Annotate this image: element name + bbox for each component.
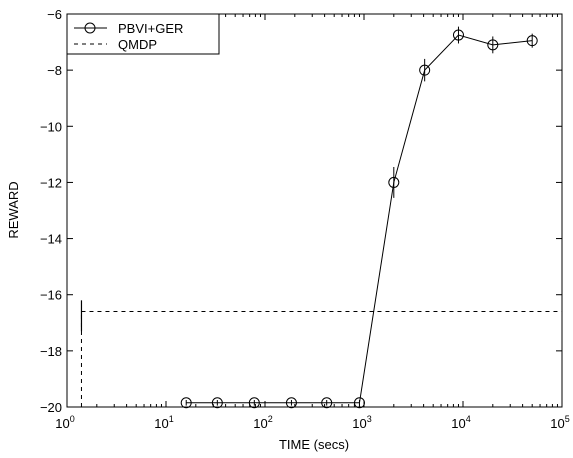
x-axis-ticks: 100 101 102 103 104 105 [55,14,570,431]
y-tick-label: −6 [47,7,62,22]
y-tick-label: −20 [40,400,62,415]
x-tick-label: 100 [55,414,74,431]
pbvi-ger-point [452,29,464,41]
pbvi-ger-point [487,39,499,51]
pbvi-ger-point [180,397,192,409]
x-tick-label: 104 [451,414,470,431]
pbvi-ger-point [353,397,365,409]
pbvi-ger-point [526,35,538,47]
x-axis-label: TIME (secs) [279,437,349,452]
legend-box [66,13,220,55]
y-axis-label: REWARD [6,181,21,238]
pbvi-ger-point [285,397,297,409]
x-tick-label: 103 [352,414,371,431]
pbvi-ger-point [388,176,400,188]
y-tick-label: −10 [40,119,62,134]
pbvi-ger-line [186,34,533,404]
y-tick-label: −8 [47,63,62,78]
legend-pbvi-label: PBVI+GER [118,21,183,36]
x-tick-label: 105 [550,414,569,431]
x-tick-label: 102 [253,414,272,431]
y-tick-label: −16 [40,288,62,303]
x-tick-label: 101 [154,414,173,431]
y-axis-ticks: −6 −8 −10 −12 −14 −16 −18 −20 [40,7,562,415]
y-tick-label: −18 [40,344,62,359]
legend: PBVI+GER QMDP [66,13,220,55]
pbvi-ger-point [419,64,431,76]
pbvi-ger-point [321,397,333,409]
plot-area-frame [66,13,563,408]
pbvi-ger-point [211,397,223,409]
series-layer [80,26,562,409]
legend-qmdp-label: QMDP [118,37,157,52]
pbvi-ger-point [248,397,260,409]
y-tick-label: −14 [40,232,62,247]
legend-pbvi-marker [84,22,96,34]
y-tick-label: −12 [40,175,62,190]
